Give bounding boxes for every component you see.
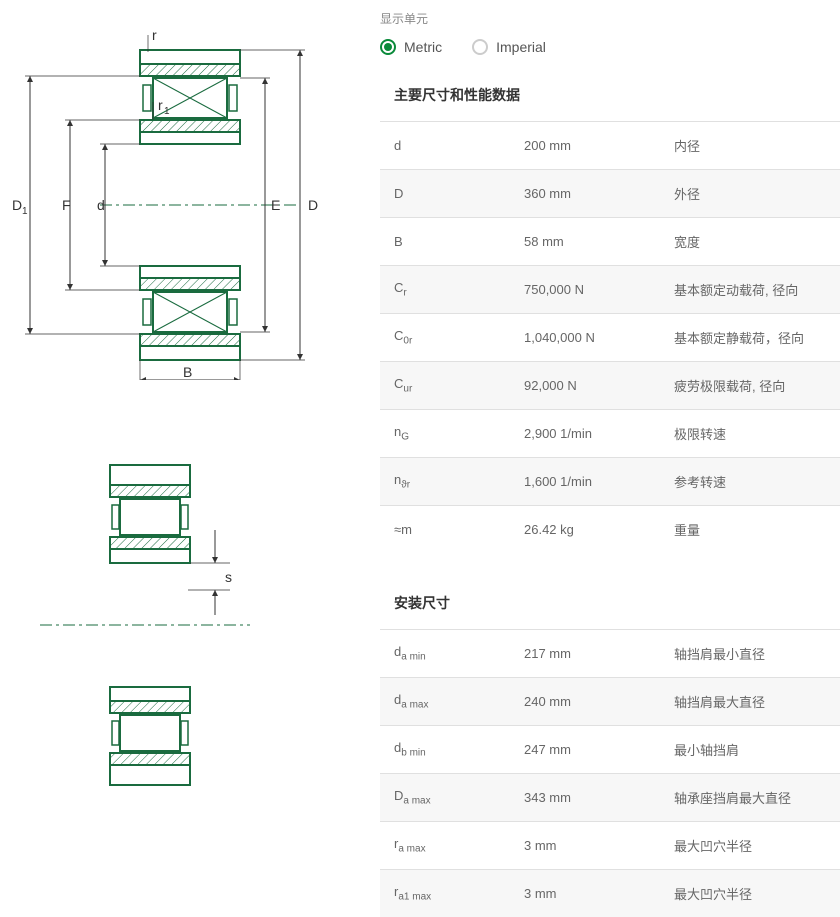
svg-text:D: D: [12, 197, 22, 213]
spec-symbol: ra1 max: [380, 870, 510, 917]
spec-symbol: Da max: [380, 774, 510, 822]
diagram-column: D1 F d E D r r1 B: [0, 0, 370, 917]
spec-symbol: d: [380, 122, 510, 170]
spec-value: 3 mm: [510, 822, 660, 870]
spec-description: 最大凹穴半径: [660, 870, 840, 917]
section-title: 安装尺寸: [380, 593, 840, 629]
svg-text:E: E: [271, 197, 280, 213]
spec-symbol: da min: [380, 630, 510, 678]
section-title: 主要尺寸和性能数据: [380, 85, 840, 121]
spec-description: 最大凹穴半径: [660, 822, 840, 870]
spec-value: 360 mm: [510, 170, 660, 218]
table-row: ra1 max3 mm最大凹穴半径: [380, 870, 840, 917]
table-row: nϑr1,600 1/min参考转速: [380, 458, 840, 506]
spec-symbol: Cur: [380, 362, 510, 410]
spec-symbol: C0r: [380, 314, 510, 362]
svg-text:d: d: [97, 197, 105, 213]
unit-radio-imperial[interactable]: Imperial: [472, 39, 546, 55]
table-row: Cur92,000 N疲劳极限载荷, 径向: [380, 362, 840, 410]
spec-symbol: nG: [380, 410, 510, 458]
table-row: da min217 mm轴挡肩最小直径: [380, 630, 840, 678]
unit-radio-metric[interactable]: Metric: [380, 39, 442, 55]
spec-value: 343 mm: [510, 774, 660, 822]
spec-value: 1,040,000 N: [510, 314, 660, 362]
table-row: ra max3 mm最大凹穴半径: [380, 822, 840, 870]
spec-symbol: nϑr: [380, 458, 510, 506]
svg-text:D: D: [308, 197, 318, 213]
spec-description: 轴挡肩最大直径: [660, 678, 840, 726]
unit-radio-group: Metric Imperial: [380, 39, 840, 55]
spec-description: 内径: [660, 122, 840, 170]
table-row: db min247 mm最小轴挡肩: [380, 726, 840, 774]
spec-symbol: db min: [380, 726, 510, 774]
table-row: Da max343 mm轴承座挡肩最大直径: [380, 774, 840, 822]
table-row: d200 mm内径: [380, 122, 840, 170]
spec-description: 参考转速: [660, 458, 840, 506]
spec-symbol: da max: [380, 678, 510, 726]
spec-value: 750,000 N: [510, 266, 660, 314]
spec-description: 基本额定动载荷, 径向: [660, 266, 840, 314]
svg-text:F: F: [62, 197, 71, 213]
spec-symbol: ≈m: [380, 506, 510, 554]
table-row: Cr750,000 N基本额定动载荷, 径向: [380, 266, 840, 314]
table-row: da max240 mm轴挡肩最大直径: [380, 678, 840, 726]
bearing-cross-section-diagram: D1 F d E D r r1 B: [10, 20, 340, 380]
spec-value: 26.42 kg: [510, 506, 660, 554]
radio-label: Imperial: [496, 39, 546, 55]
spec-symbol: Cr: [380, 266, 510, 314]
table-row: ≈m26.42 kg重量: [380, 506, 840, 554]
spec-value: 2,900 1/min: [510, 410, 660, 458]
svg-text:s: s: [225, 569, 232, 585]
bearing-front-view-diagram: s: [10, 440, 290, 800]
spec-description: 宽度: [660, 218, 840, 266]
spec-table: d200 mm内径D360 mm外径B58 mm宽度Cr750,000 N基本额…: [380, 121, 840, 553]
spec-value: 240 mm: [510, 678, 660, 726]
spec-description: 外径: [660, 170, 840, 218]
table-row: C0r1,040,000 N基本额定静载荷，径向: [380, 314, 840, 362]
spec-description: 轴挡肩最小直径: [660, 630, 840, 678]
table-row: nG2,900 1/min极限转速: [380, 410, 840, 458]
spec-value: 200 mm: [510, 122, 660, 170]
radio-icon: [472, 39, 488, 55]
table-row: D360 mm外径: [380, 170, 840, 218]
svg-text:1: 1: [22, 206, 28, 217]
spec-value: 92,000 N: [510, 362, 660, 410]
spec-description: 重量: [660, 506, 840, 554]
table-row: B58 mm宽度: [380, 218, 840, 266]
spec-value: 58 mm: [510, 218, 660, 266]
svg-text:1: 1: [164, 106, 170, 117]
spec-description: 最小轴挡肩: [660, 726, 840, 774]
svg-text:r: r: [158, 97, 163, 113]
spec-value: 247 mm: [510, 726, 660, 774]
unit-selector-label: 显示单元: [380, 10, 840, 27]
spec-description: 极限转速: [660, 410, 840, 458]
spec-value: 1,600 1/min: [510, 458, 660, 506]
spec-symbol: ra max: [380, 822, 510, 870]
spec-description: 基本额定静载荷，径向: [660, 314, 840, 362]
radio-label: Metric: [404, 39, 442, 55]
svg-text:r: r: [152, 27, 157, 43]
spec-description: 轴承座挡肩最大直径: [660, 774, 840, 822]
spec-table: da min217 mm轴挡肩最小直径da max240 mm轴挡肩最大直径db…: [380, 629, 840, 917]
radio-icon: [380, 39, 396, 55]
svg-text:B: B: [183, 364, 192, 380]
spec-value: 3 mm: [510, 870, 660, 917]
data-column: 显示单元 Metric Imperial 主要尺寸和性能数据d200 mm内径D…: [370, 0, 840, 917]
spec-value: 217 mm: [510, 630, 660, 678]
spec-symbol: B: [380, 218, 510, 266]
spec-symbol: D: [380, 170, 510, 218]
spec-description: 疲劳极限载荷, 径向: [660, 362, 840, 410]
